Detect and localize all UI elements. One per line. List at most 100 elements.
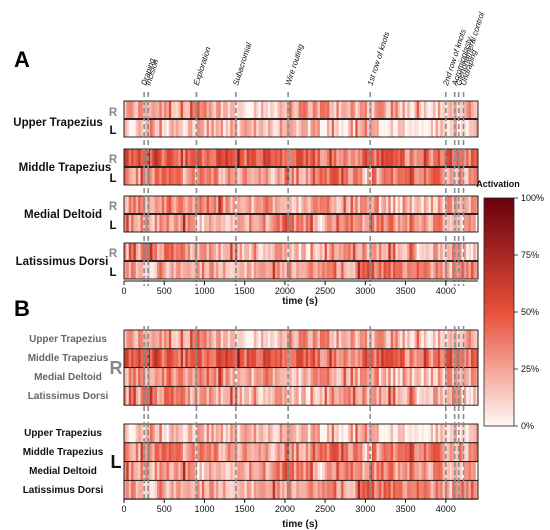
- heatmap-cell: [293, 330, 297, 349]
- heatmap-cell: [357, 330, 361, 349]
- heatmap-cell: [291, 386, 295, 406]
- heatmap-cell: [390, 149, 394, 167]
- heatmap-cell: [201, 480, 205, 500]
- heatmap-cell: [341, 167, 344, 185]
- heatmap-cell: [414, 367, 418, 387]
- heatmap-cell: [381, 461, 384, 481]
- heatmap-cell: [352, 101, 356, 119]
- heatmap-cell: [475, 367, 479, 387]
- heatmap-cell: [192, 442, 196, 462]
- heatmap-cell: [355, 461, 359, 481]
- heatmap-cell: [466, 261, 469, 279]
- heatmap-cell: [303, 214, 307, 232]
- heatmap-cell: [159, 367, 163, 387]
- heatmap-cell: [199, 196, 203, 214]
- heatmap-cell: [164, 214, 167, 232]
- heatmap-cell: [126, 119, 130, 137]
- heatmap-cell: [345, 461, 349, 481]
- heatmap-cell: [272, 167, 276, 185]
- heatmap-cell: [298, 480, 302, 500]
- heatmap-cell: [138, 424, 141, 443]
- heatmap-cell: [256, 386, 259, 406]
- heatmap-cell: [435, 424, 439, 443]
- heatmap-cell: [312, 367, 316, 387]
- heatmap-cell: [260, 386, 264, 406]
- heatmap-cell: [135, 243, 139, 261]
- heatmap-row-border: [123, 119, 479, 138]
- heatmap-cell: [447, 367, 451, 387]
- heatmap-cell: [430, 330, 434, 349]
- heatmap-cell: [404, 386, 408, 406]
- heatmap-cell: [237, 386, 241, 406]
- heatmap-cell: [463, 348, 467, 368]
- heatmap-cell: [277, 330, 281, 349]
- heatmap-cell: [263, 386, 266, 406]
- heatmap-cell: [430, 261, 434, 279]
- heatmap-cell: [251, 330, 255, 349]
- heatmap-cell: [303, 243, 307, 261]
- x-tick-label-b-0: 0: [121, 504, 126, 514]
- heatmap-cell: [298, 214, 302, 232]
- heatmap-cell: [249, 442, 252, 462]
- heatmap-cell: [128, 480, 132, 500]
- heatmap-cell: [435, 149, 439, 167]
- heatmap-cell: [376, 196, 380, 214]
- heatmap-cell: [459, 424, 462, 443]
- heatmap-cell: [249, 119, 252, 137]
- heatmap-cell: [138, 196, 141, 214]
- heatmap-cell: [404, 101, 408, 119]
- heatmap-cell: [289, 261, 292, 279]
- heatmap-cell: [315, 149, 318, 167]
- heatmap-cell: [317, 330, 321, 349]
- heatmap-cell: [154, 243, 158, 261]
- heatmap-cell: [352, 461, 356, 481]
- heatmap-cell: [315, 367, 318, 387]
- heatmap-cell: [180, 149, 184, 167]
- heatmap-cell: [388, 480, 392, 500]
- heatmap-cell: [315, 386, 318, 406]
- heatmap-cell: [350, 196, 354, 214]
- heatmap-cell: [145, 461, 148, 481]
- heatmap-cell: [437, 386, 441, 406]
- heatmap-cell: [256, 167, 259, 185]
- heatmap-cell: [185, 461, 189, 481]
- heatmap-cell: [400, 442, 403, 462]
- heatmap-cell: [395, 386, 399, 406]
- heatmap-cell: [298, 167, 302, 185]
- heatmap-cell: [286, 442, 290, 462]
- heatmap-cell: [194, 386, 198, 406]
- heatmap-cell: [376, 386, 380, 406]
- heatmap-cell: [381, 424, 384, 443]
- heatmap-cell: [246, 196, 250, 214]
- heatmap-cell: [149, 196, 153, 214]
- heatmap-row-latissimus-dorsi-r: [123, 385, 479, 406]
- heatmap-cell: [407, 367, 410, 387]
- heatmap-cell: [124, 461, 127, 481]
- heatmap-cell: [192, 261, 196, 279]
- heatmap-cell: [154, 348, 158, 368]
- heatmap-cell: [138, 214, 141, 232]
- heatmap-cell: [159, 461, 163, 481]
- heatmap-cell: [291, 461, 295, 481]
- heatmap-cell: [244, 101, 248, 119]
- heatmap-cell: [166, 101, 170, 119]
- heatmap-cell: [416, 442, 420, 462]
- heatmap-cell: [419, 101, 422, 119]
- heatmap-row-border: [123, 148, 479, 167]
- heatmap-cell: [154, 196, 158, 214]
- heatmap-cell: [206, 367, 210, 387]
- heatmap-cell: [385, 243, 389, 261]
- heatmap-cell: [277, 461, 281, 481]
- heatmap-cell: [159, 149, 163, 167]
- heatmap-cell: [329, 261, 333, 279]
- heatmap-cell: [305, 167, 309, 185]
- heatmap-cell: [442, 149, 446, 167]
- heatmap-cell: [216, 119, 219, 137]
- heatmap-cell: [164, 101, 167, 119]
- heatmap-cell: [220, 243, 224, 261]
- heatmap-cell: [414, 196, 418, 214]
- heatmap-cell: [272, 442, 276, 462]
- heatmap-cell: [350, 386, 354, 406]
- heatmap-cell: [138, 386, 141, 406]
- heatmap-cell: [416, 461, 420, 481]
